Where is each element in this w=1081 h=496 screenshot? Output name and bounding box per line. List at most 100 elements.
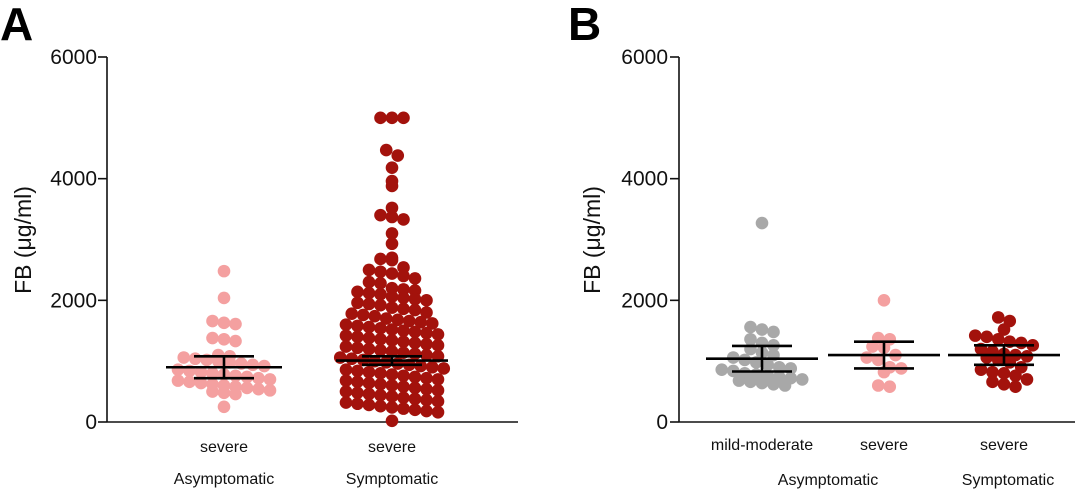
data-point (425, 317, 439, 330)
data-point (374, 265, 387, 279)
data-point (997, 367, 1011, 380)
data-point (425, 360, 439, 374)
data-point (385, 323, 399, 336)
data-point (974, 363, 988, 376)
data-point (229, 387, 242, 401)
data-point (866, 340, 879, 353)
data-point (339, 385, 353, 398)
data-point (374, 322, 387, 335)
data-point (206, 331, 219, 345)
category-label: severe (980, 437, 1028, 454)
y-tick-label-a: 2000 (50, 289, 97, 312)
data-point (374, 208, 387, 222)
group-label: Asymptomatic (778, 472, 878, 489)
panel-letter-b: B (568, 0, 601, 50)
data-point (374, 343, 387, 357)
data-point (374, 277, 387, 290)
data-point (408, 370, 422, 384)
y-tick-label-a: 4000 (50, 168, 97, 191)
data-point (744, 332, 757, 346)
data-point (263, 373, 277, 386)
data-point (744, 375, 757, 389)
data-point (385, 227, 399, 240)
data-point (385, 161, 399, 175)
data-point (385, 179, 399, 193)
data-point (997, 377, 1011, 391)
data-point (986, 365, 999, 379)
data-point (408, 325, 422, 339)
data-point (402, 314, 416, 328)
data-point (368, 309, 382, 323)
data-point (374, 298, 387, 312)
group-label: Symptomatic (346, 471, 438, 488)
data-point (374, 111, 387, 125)
data-point (385, 237, 399, 251)
data-point (374, 367, 387, 380)
data-point (408, 292, 422, 306)
category-label: severe (368, 439, 416, 456)
data-point (206, 385, 219, 398)
data-point (778, 379, 792, 392)
data-point (397, 302, 410, 316)
data-point (211, 354, 225, 368)
data-point (246, 358, 260, 372)
data-point (980, 351, 994, 364)
data-point (374, 252, 387, 266)
data-point (420, 348, 433, 362)
group-label: Asymptomatic (174, 471, 274, 488)
data-point (385, 345, 399, 358)
data-point (351, 330, 364, 344)
data-point (420, 306, 433, 319)
data-point (1020, 373, 1034, 386)
data-point (408, 272, 422, 285)
data-point (379, 356, 393, 369)
data-point (183, 375, 196, 389)
data-point (755, 376, 769, 390)
data-point (397, 391, 410, 404)
panel-a: A 0 2000 4000 6000 severe severe Asymptomatic… (0, 0, 518, 488)
data-point (385, 390, 399, 403)
y-tick-label-b: 0 (656, 411, 668, 434)
data-point (252, 382, 265, 396)
data-point (351, 319, 364, 333)
data-point (385, 253, 399, 267)
data-point (397, 402, 410, 415)
data-point (345, 352, 359, 366)
data-point (397, 335, 410, 349)
y-tick-label-b: 6000 (621, 46, 668, 69)
data-point (362, 376, 376, 390)
data-point (240, 381, 254, 395)
data-point (883, 380, 897, 394)
y-axis-title-b: FB (μg/ml) (579, 186, 605, 294)
data-point (194, 376, 208, 390)
data-point (223, 356, 237, 369)
data-point (431, 405, 445, 419)
data-point (263, 384, 277, 397)
data-point (171, 374, 185, 387)
data-point (229, 369, 242, 383)
data-point (374, 332, 387, 346)
data-point (385, 201, 399, 215)
data-point (1003, 356, 1017, 369)
data-point (252, 371, 265, 385)
data-point (420, 382, 433, 396)
data-point (385, 210, 399, 224)
data-point (761, 358, 775, 372)
category-label: severe (860, 437, 908, 454)
data-point (397, 213, 410, 226)
data-point (385, 414, 399, 428)
data-point (362, 365, 376, 379)
data-point (397, 111, 410, 125)
data-point (991, 332, 1005, 346)
data-point (860, 351, 874, 364)
data-point (362, 263, 376, 277)
data-point (356, 308, 370, 322)
data-point (217, 316, 231, 330)
data-point (420, 326, 433, 340)
data-point (217, 386, 231, 400)
data-point (397, 380, 410, 394)
data-point (871, 353, 885, 367)
data-point (877, 294, 891, 307)
data-point (339, 374, 353, 387)
data-point (374, 377, 387, 391)
